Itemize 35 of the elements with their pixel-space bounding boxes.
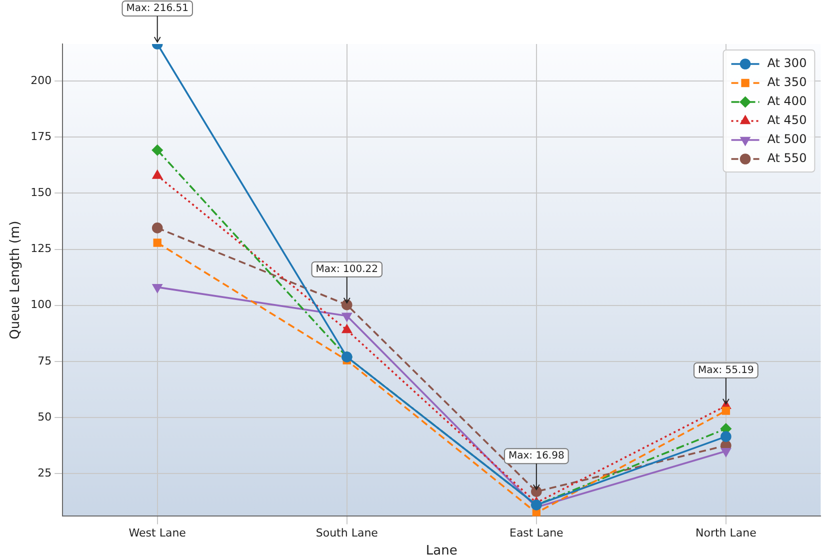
x-tick-label: East Lane: [509, 526, 564, 540]
legend-label: At 450: [767, 113, 807, 128]
point: [720, 431, 732, 442]
point: [342, 324, 352, 334]
y-tick-label: 125: [30, 242, 52, 256]
legend-label: At 300: [767, 56, 807, 70]
x-tick-label: South Lane: [316, 526, 378, 540]
y-tick-label: 175: [30, 130, 52, 143]
x-axis-title: Lane: [426, 544, 458, 559]
x-tick-label: West Lane: [128, 526, 186, 540]
annotation: Max: 100.22: [316, 264, 378, 275]
point: [342, 312, 352, 322]
point: [152, 284, 162, 293]
y-tick-label: 25: [38, 466, 52, 480]
point: [152, 144, 163, 156]
annotation: Max: 55.19: [698, 364, 754, 376]
annotation: Max: 216.51: [126, 3, 188, 14]
legend-label: At 550: [767, 151, 807, 166]
y-tick-label: 50: [38, 410, 52, 424]
legend-label: At 500: [767, 132, 807, 146]
legend-label: At 350: [767, 75, 807, 90]
point: [721, 448, 731, 457]
legend-label: At 400: [767, 94, 807, 108]
y-tick-label: 100: [30, 298, 52, 312]
y-tick-label: 75: [38, 354, 52, 368]
point: [341, 299, 352, 310]
point: [153, 238, 162, 247]
annotation: Max: 16.98: [508, 450, 564, 462]
x-tick-label: North Lane: [696, 526, 757, 540]
y-tick-label: 150: [30, 186, 52, 200]
point: [722, 406, 730, 415]
point: [152, 170, 162, 179]
y-axis-title: Queue Length (m): [8, 220, 24, 340]
y-tick-label: 200: [30, 74, 52, 87]
point: [152, 222, 163, 234]
